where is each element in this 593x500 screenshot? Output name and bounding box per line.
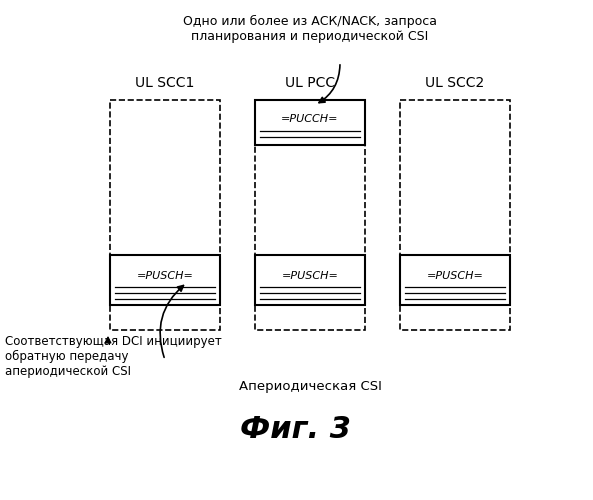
Text: Апериодическая CSI: Апериодическая CSI (238, 380, 381, 393)
Bar (400, 255, 510, 305)
Text: Одно или более из АСК/NACK, запроса
планирования и периодической CSI: Одно или более из АСК/NACK, запроса план… (183, 15, 437, 43)
Bar (400, 100, 510, 330)
Bar (110, 100, 220, 330)
Text: Фиг. 3: Фиг. 3 (241, 415, 352, 444)
Text: =PUSCH=: =PUSCH= (136, 271, 193, 281)
Text: =PUCCH=: =PUCCH= (281, 114, 339, 124)
Bar (255, 100, 365, 145)
Text: UL SCC1: UL SCC1 (135, 76, 195, 90)
Text: UL SCC2: UL SCC2 (425, 76, 484, 90)
Text: Соответствующая DCI инициирует
обратную передачу
апериодической CSI: Соответствующая DCI инициирует обратную … (5, 335, 222, 378)
Bar (255, 100, 365, 330)
Bar (110, 255, 220, 305)
Text: UL PCC: UL PCC (285, 76, 335, 90)
Text: =PUSCH=: =PUSCH= (426, 271, 483, 281)
Text: =PUSCH=: =PUSCH= (282, 271, 339, 281)
Bar (255, 255, 365, 305)
